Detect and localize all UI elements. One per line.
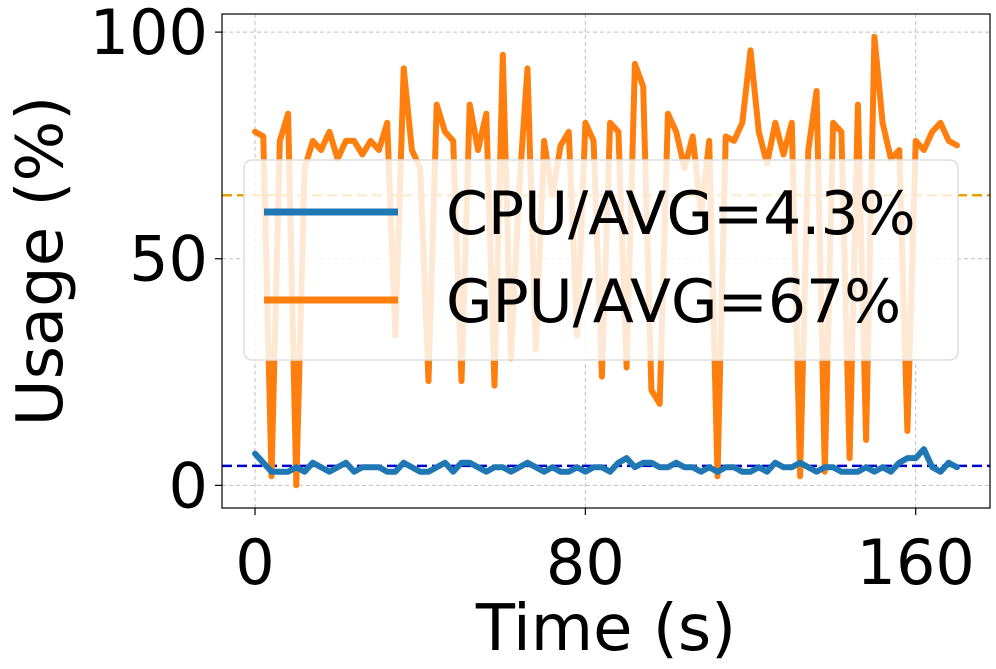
x-tick-label: 80 (546, 526, 625, 599)
y-tick-label: 50 (129, 223, 208, 296)
legend: CPU/AVG=4.3% GPU/AVG=67% (243, 159, 959, 361)
x-tick-label: 160 (857, 526, 975, 599)
legend-label-cpu: CPU/AVG=4.3% (446, 179, 916, 249)
y-tick-label: 100 (90, 0, 208, 69)
y-axis-label: Usage (%) (4, 96, 78, 427)
y-tick-label: 0 (169, 449, 208, 522)
plot-frame (221, 13, 991, 509)
legend-box (243, 159, 959, 361)
x-tick-label: 0 (235, 526, 274, 599)
series-line-cpu (252, 446, 960, 475)
axis-ticks: 0 80 160 0 50 100 (90, 0, 975, 599)
x-axis-label: Time (s) (475, 592, 736, 666)
legend-label-gpu: GPU/AVG=67% (446, 267, 901, 337)
